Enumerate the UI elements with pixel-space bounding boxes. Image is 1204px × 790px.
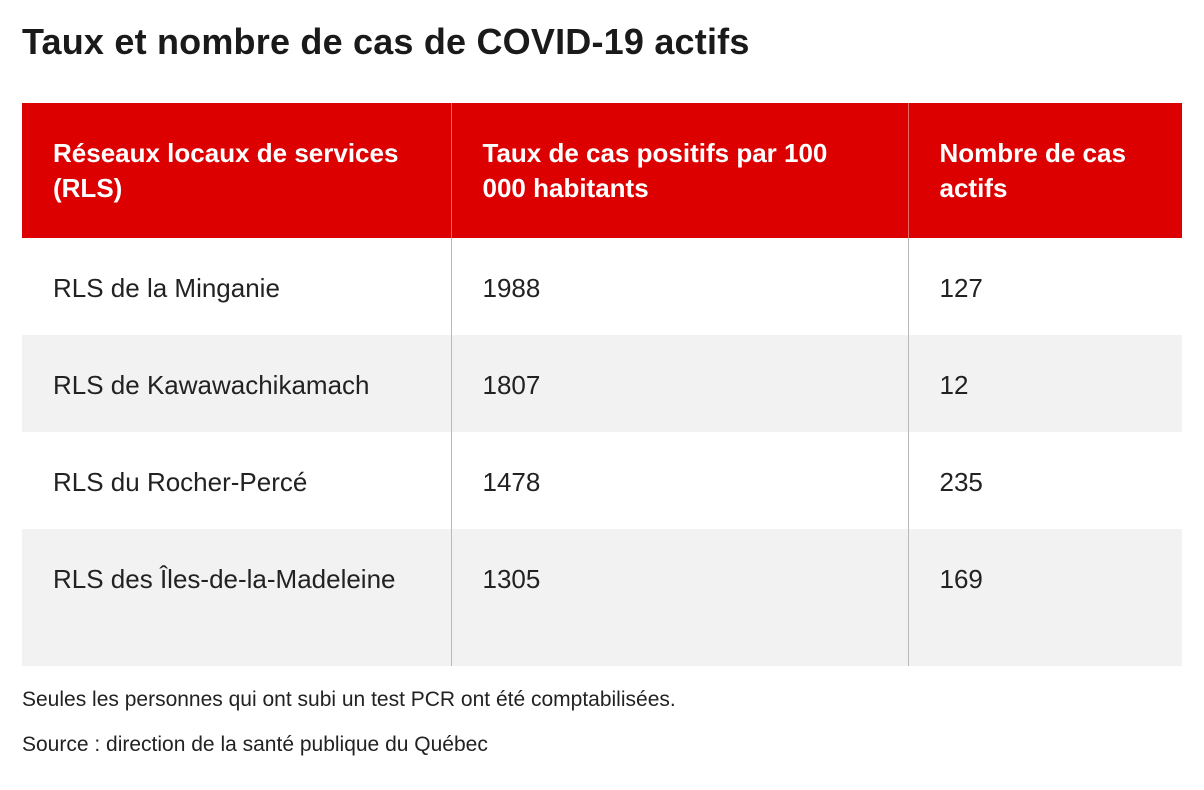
table-row: RLS du Rocher-Percé 1478 235 xyxy=(22,432,1182,529)
data-table: Réseaux locaux de services (RLS) Taux de… xyxy=(22,103,1182,666)
cell-rate: 1988 xyxy=(450,238,908,335)
table-row: RLS des Îles-de-la-Madeleine 1305 169 xyxy=(22,529,1182,666)
table-header-row: Réseaux locaux de services (RLS) Taux de… xyxy=(22,103,1182,238)
cell-cases: 12 xyxy=(907,335,1182,432)
column-header-rls: Réseaux locaux de services (RLS) xyxy=(22,103,451,238)
column-header-rate: Taux de cas positifs par 100 000 habitan… xyxy=(450,103,908,238)
cell-cases: 169 xyxy=(907,529,1182,666)
table-row: RLS de Kawawachikamach 1807 12 xyxy=(22,335,1182,432)
cell-rls: RLS de Kawawachikamach xyxy=(22,335,451,432)
cell-rls: RLS de la Minganie xyxy=(22,238,451,335)
cell-cases: 235 xyxy=(907,432,1182,529)
cell-rls: RLS du Rocher-Percé xyxy=(22,432,451,529)
cell-rls: RLS des Îles-de-la-Madeleine xyxy=(22,529,451,666)
cell-rate: 1305 xyxy=(450,529,908,666)
footnote-note: Seules les personnes qui ont subi un tes… xyxy=(22,688,676,711)
cell-rate: 1807 xyxy=(450,335,908,432)
page-title: Taux et nombre de cas de COVID-19 actifs xyxy=(22,21,750,62)
cell-cases: 127 xyxy=(907,238,1182,335)
table-row: RLS de la Minganie 1988 127 xyxy=(22,238,1182,335)
footnote-source: Source : direction de la santé publique … xyxy=(22,733,488,756)
column-header-cases: Nombre de cas actifs xyxy=(907,103,1182,238)
cell-rate: 1478 xyxy=(450,432,908,529)
